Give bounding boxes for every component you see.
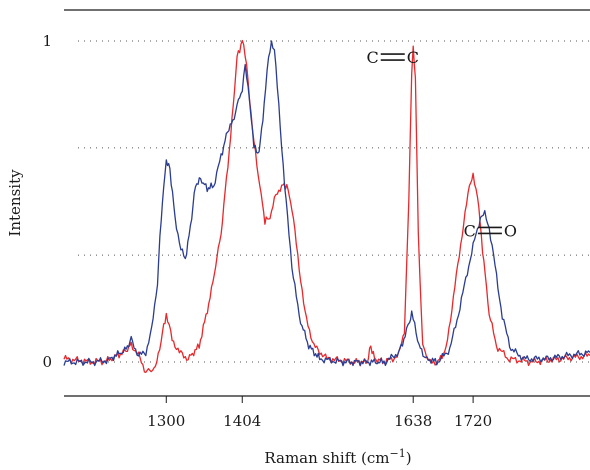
x-ticks: 1300 1404 1638 1720 [147, 396, 492, 430]
y-tick-label-0: 0 [42, 353, 52, 371]
x-tick-label-1300: 1300 [147, 412, 185, 430]
bond-atom-right-0: C [407, 48, 419, 67]
y-axis-title: Intensity [6, 169, 24, 237]
series-line-0 [63, 39, 590, 374]
y-ticks: 01 [42, 32, 52, 371]
gridlines [78, 40, 590, 363]
series-layer [63, 39, 590, 374]
series-line-1 [63, 40, 590, 367]
x-tick-label-1404: 1404 [223, 412, 261, 430]
x-axis-title: Raman shift (cm−1) [264, 447, 411, 467]
bond-atom-right-1: O [504, 221, 517, 240]
annotations: C CC O [367, 48, 518, 240]
x-axis-title-main: Raman shift (cm [264, 449, 389, 467]
x-tick-label-1638: 1638 [394, 412, 432, 430]
x-axis-title-close: ) [406, 449, 412, 467]
y-tick-label-1: 1 [42, 32, 52, 50]
bond-atom-left-1: C [464, 221, 476, 240]
x-axis-title-sup: −1 [390, 447, 406, 460]
x-tick-label-1720: 1720 [454, 412, 492, 430]
bond-atom-left-0: C [367, 48, 379, 67]
